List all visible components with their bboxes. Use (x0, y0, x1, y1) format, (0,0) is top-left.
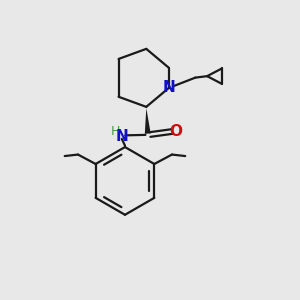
Text: H: H (111, 125, 120, 138)
Polygon shape (145, 108, 151, 134)
Text: O: O (169, 124, 182, 139)
Text: N: N (116, 128, 129, 143)
Text: N: N (163, 80, 176, 95)
